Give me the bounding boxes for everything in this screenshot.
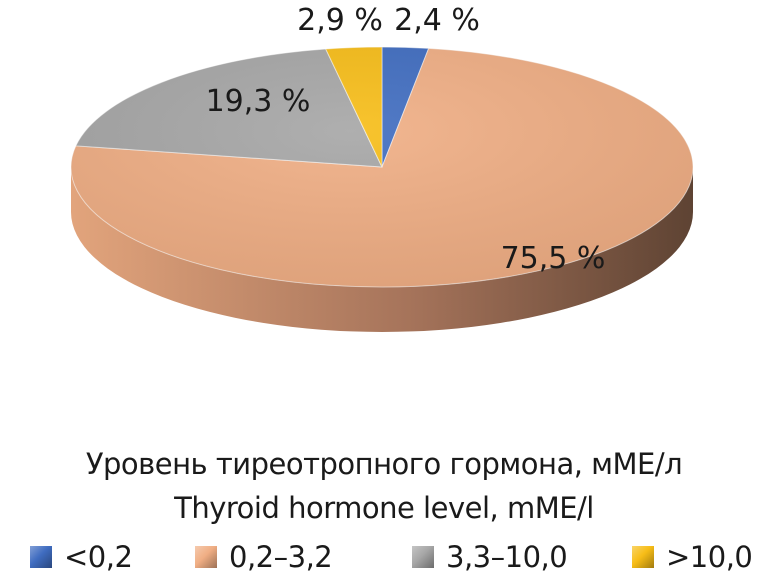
legend-item-3-3-10-0: 3,3–10,0 xyxy=(412,540,568,574)
pie-data-labels: 2,4 % 75,5 % 19,3 % 2,9 % xyxy=(206,3,606,276)
legend-label: 0,2–3,2 xyxy=(229,540,333,574)
pie-side-wall xyxy=(71,167,693,332)
legend-item-gt-10-0: >10,0 xyxy=(632,540,753,574)
slice-gt-10-0-label: 2,9 % xyxy=(297,3,383,38)
slice-lt-0-2-label: 2,4 % xyxy=(394,3,480,38)
legend-swatch-icon xyxy=(195,546,217,568)
legend-item-lt-0-2: <0,2 xyxy=(30,540,133,574)
legend-swatch-icon xyxy=(30,546,52,568)
legend-swatch-icon xyxy=(632,546,654,568)
legend-label: <0,2 xyxy=(64,540,133,574)
legend-label: 3,3–10,0 xyxy=(446,540,568,574)
slice-0-2-3-2-label: 75,5 % xyxy=(501,241,606,276)
chart-subtitle: Thyroid hormone level, mME/l xyxy=(174,491,594,525)
slice-0-2-3-2-side xyxy=(71,167,693,332)
pie-chart: 2,4 % 75,5 % 19,3 % 2,9 % xyxy=(70,3,694,332)
legend-swatch-icon xyxy=(412,546,434,568)
chart-title: Уровень тиреотропного гормона, мМЕ/л xyxy=(85,447,683,481)
legend-label: >10,0 xyxy=(666,540,753,574)
chart-legend: <0,2 0,2–3,2 3,3–10,0 >10,0 xyxy=(0,540,768,580)
slice-3-3-10-0-label: 19,3 % xyxy=(206,84,311,119)
legend-item-0-2-3-2: 0,2–3,2 xyxy=(195,540,333,574)
